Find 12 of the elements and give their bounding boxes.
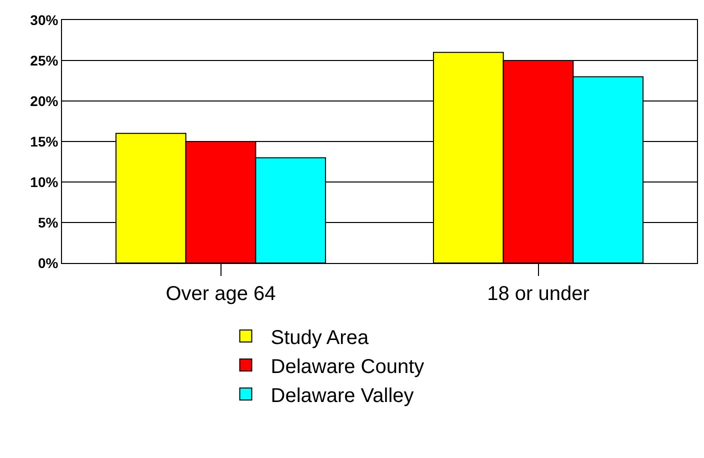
y-tick-label: 20% [30, 92, 59, 109]
y-tick-label: 5% [38, 214, 59, 230]
legend-label: Delaware Valley [270, 384, 414, 407]
y-tick-label: 30% [30, 12, 59, 28]
legend-label: Delaware County [270, 356, 424, 378]
y-tick-label: 25% [30, 52, 59, 68]
y-tick-label: 15% [30, 133, 59, 150]
x-tick-label: 18 or under [487, 283, 590, 305]
legend-label: Study Area [270, 326, 370, 349]
x-tick-label: Over age 64 [166, 283, 276, 305]
y-tick-label: 10% [30, 174, 59, 190]
y-tick-label: 0% [38, 254, 59, 271]
